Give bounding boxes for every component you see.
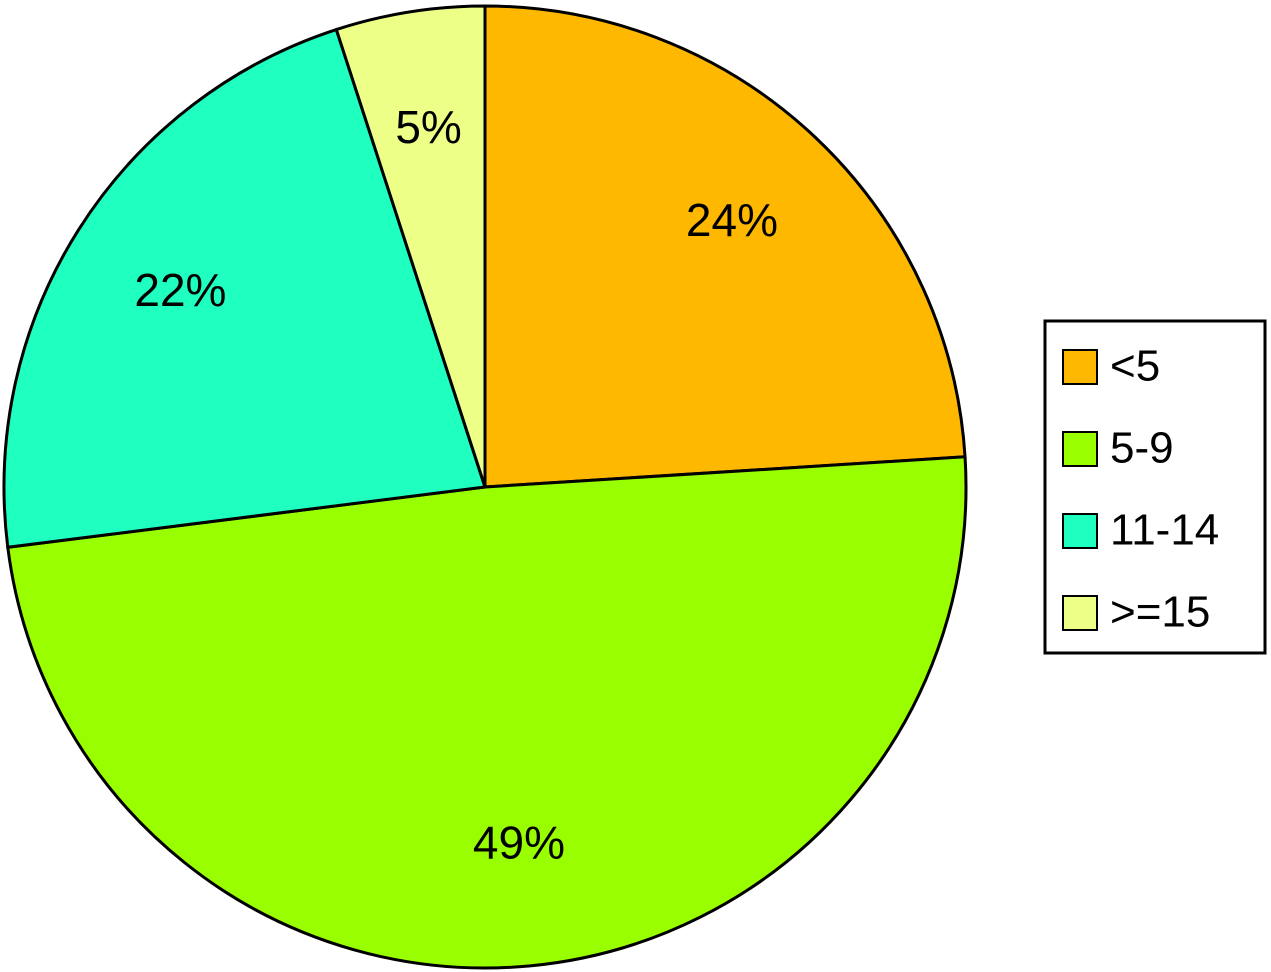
pie-slice [6, 455, 968, 970]
data-label: 5% [395, 101, 461, 153]
data-label: 49% [473, 816, 565, 868]
pie-slice [334, 4, 487, 488]
legend-swatch [1062, 513, 1098, 549]
legend-swatch [1062, 595, 1098, 631]
data-label: 24% [686, 194, 778, 246]
legend-label: >=15 [1110, 588, 1210, 637]
legend-label: 11-14 [1110, 506, 1219, 555]
pie-slice [483, 4, 967, 489]
legend-label: 5-9 [1110, 424, 1174, 473]
legend-swatch [1062, 349, 1098, 385]
legend-swatch [1062, 431, 1098, 467]
legend-label: <5 [1110, 342, 1160, 391]
data-label: 22% [134, 264, 226, 316]
pie-slice [2, 27, 487, 549]
